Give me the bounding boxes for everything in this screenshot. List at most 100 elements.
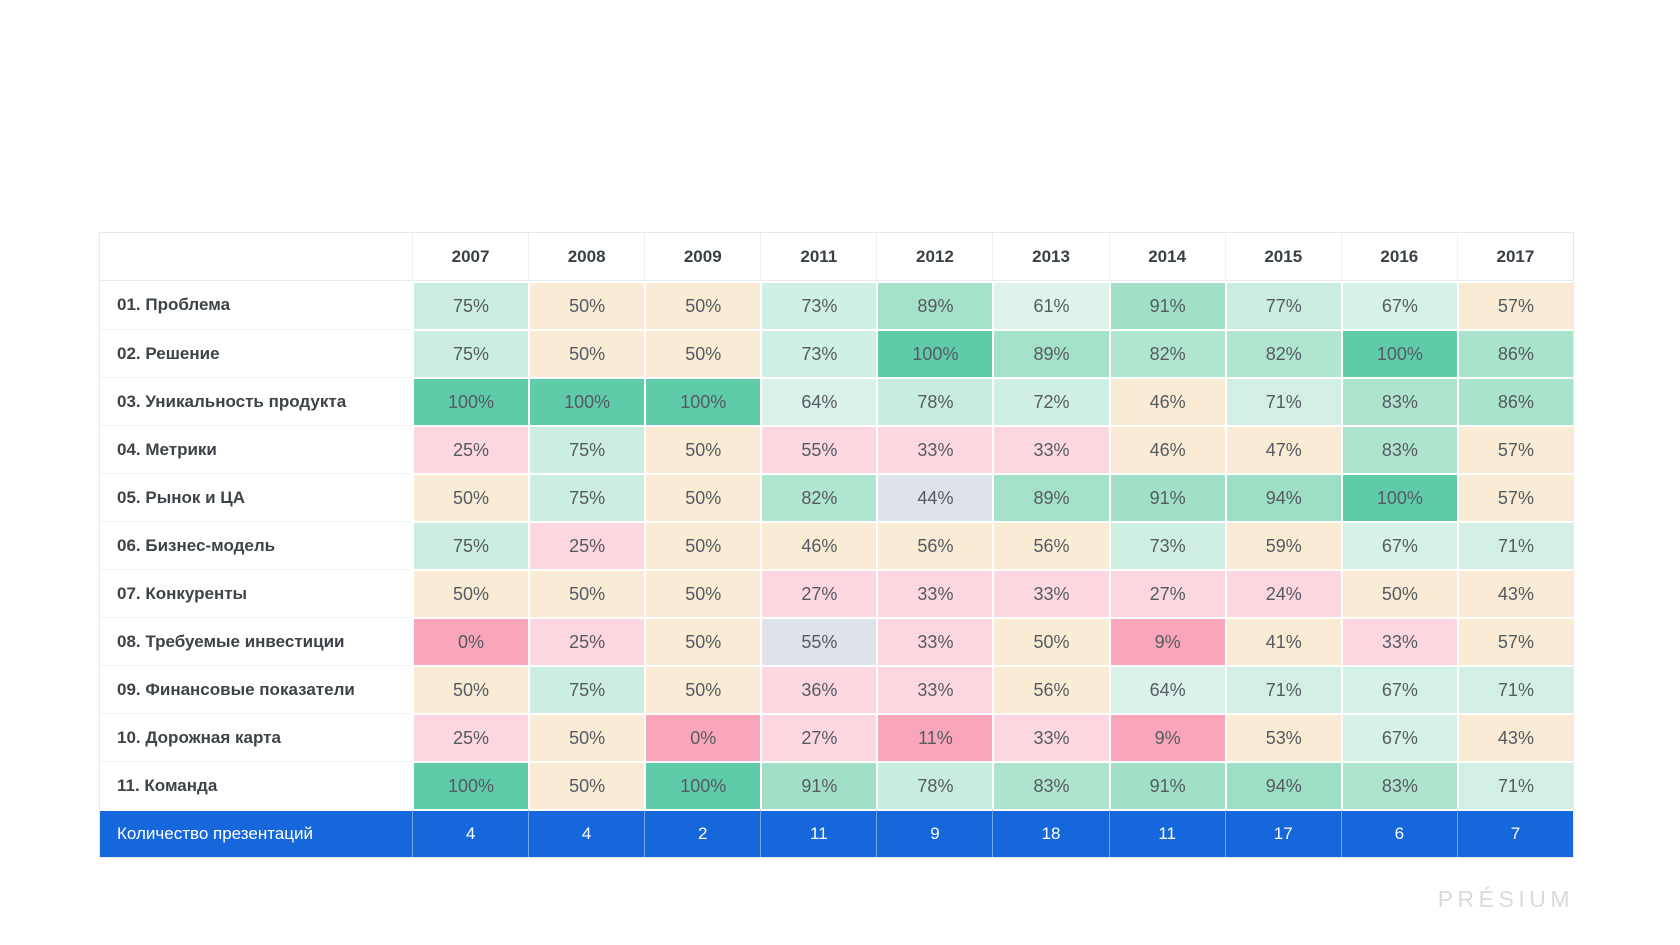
heatmap-cell: 89% — [876, 281, 993, 329]
heatmap-cell: 47% — [1224, 425, 1341, 473]
row-label: 08. Требуемые инвестиции — [100, 617, 412, 665]
heatmap-cell: 24% — [1224, 569, 1341, 617]
heatmap-cell: 82% — [760, 473, 877, 521]
heatmap-cell: 83% — [1340, 425, 1457, 473]
heatmap-cell: 61% — [992, 281, 1109, 329]
heatmap-cell: 59% — [1224, 521, 1341, 569]
heatmap-cell: 41% — [1224, 617, 1341, 665]
heatmap-cell: 33% — [876, 617, 993, 665]
heatmap-cell: 43% — [1456, 713, 1573, 761]
heatmap-cell: 91% — [1108, 473, 1225, 521]
heatmap-cell: 67% — [1340, 281, 1457, 329]
heatmap-cell: 72% — [992, 377, 1109, 425]
heatmap-table: 2007 2008 2009 2011 2012 2013 2014 2015 2016 2017… — [99, 232, 1574, 858]
heatmap-cell: 53% — [1224, 713, 1341, 761]
heatmap-cell: 75% — [528, 473, 645, 521]
heatmap-cell: 33% — [876, 665, 993, 713]
year-header: 2011 — [760, 233, 877, 281]
year-header: 2013 — [992, 233, 1109, 281]
heatmap-cell: 89% — [992, 329, 1109, 377]
heatmap-cell: 50% — [644, 569, 761, 617]
heatmap-cell: 57% — [1456, 617, 1573, 665]
heatmap-cell: 82% — [1108, 329, 1225, 377]
heatmap-cell: 46% — [760, 521, 877, 569]
row-label: 04. Метрики — [100, 425, 412, 473]
row-label: 01. Проблема — [100, 281, 412, 329]
heatmap-cell: 83% — [992, 761, 1109, 809]
heatmap-cell: 46% — [1108, 377, 1225, 425]
heatmap-cell: 100% — [876, 329, 993, 377]
heatmap-cell: 50% — [992, 617, 1109, 665]
heatmap-cell: 75% — [528, 425, 645, 473]
heatmap-cell: 83% — [1340, 761, 1457, 809]
heatmap-cell: 100% — [1340, 329, 1457, 377]
heatmap-cell: 11% — [876, 713, 993, 761]
heatmap-cell: 89% — [992, 473, 1109, 521]
heatmap-cell: 25% — [528, 521, 645, 569]
heatmap-cell: 50% — [644, 617, 761, 665]
heatmap-cell: 25% — [528, 617, 645, 665]
year-header: 2007 — [412, 233, 529, 281]
heatmap-cell: 50% — [644, 281, 761, 329]
heatmap-cell: 25% — [412, 713, 529, 761]
heatmap-cell: 44% — [876, 473, 993, 521]
year-header: 2008 — [528, 233, 645, 281]
footer-count-cell: 18 — [992, 809, 1109, 857]
heatmap-cell: 43% — [1456, 569, 1573, 617]
heatmap-cell: 71% — [1224, 377, 1341, 425]
footer-count-cell: 7 — [1456, 809, 1573, 857]
heatmap-cell: 33% — [992, 569, 1109, 617]
heatmap-cell: 82% — [1224, 329, 1341, 377]
year-header: 2012 — [876, 233, 993, 281]
heatmap-cell: 36% — [760, 665, 877, 713]
footer-label: Количество презентаций — [100, 809, 412, 857]
heatmap-cell: 50% — [528, 281, 645, 329]
row-label: 09. Финансовые показатели — [100, 665, 412, 713]
heatmap-cell: 57% — [1456, 281, 1573, 329]
heatmap-cell: 75% — [412, 521, 529, 569]
heatmap-cell: 50% — [528, 713, 645, 761]
heatmap-cell: 50% — [412, 665, 529, 713]
heatmap-cell: 9% — [1108, 713, 1225, 761]
footer-count-cell: 11 — [1108, 809, 1225, 857]
heatmap-cell: 73% — [760, 329, 877, 377]
heatmap-cell: 71% — [1456, 521, 1573, 569]
presium-logo: PRÉSIUM — [1437, 886, 1574, 912]
row-label: 11. Команда — [100, 761, 412, 809]
heatmap-cell: 0% — [412, 617, 529, 665]
footer-count-cell: 11 — [760, 809, 877, 857]
heatmap-cell: 57% — [1456, 473, 1573, 521]
heatmap-cell: 64% — [1108, 665, 1225, 713]
heatmap-cell: 77% — [1224, 281, 1341, 329]
heatmap-cell: 100% — [1340, 473, 1457, 521]
row-label: 03. Уникальность продукта — [100, 377, 412, 425]
year-header: 2014 — [1108, 233, 1225, 281]
heatmap-cell: 56% — [992, 665, 1109, 713]
heatmap-cell: 50% — [644, 329, 761, 377]
row-label: 05. Рынок и ЦА — [100, 473, 412, 521]
year-header: 2015 — [1224, 233, 1341, 281]
row-label: 06. Бизнес-модель — [100, 521, 412, 569]
heatmap-cell: 86% — [1456, 377, 1573, 425]
heatmap-cell: 91% — [1108, 761, 1225, 809]
footer-count-cell: 4 — [528, 809, 645, 857]
heatmap-cell: 100% — [412, 377, 529, 425]
heatmap-cell: 64% — [760, 377, 877, 425]
row-label: 02. Решение — [100, 329, 412, 377]
year-header: 2016 — [1340, 233, 1457, 281]
year-header: 2017 — [1456, 233, 1573, 281]
heatmap-cell: 33% — [876, 425, 993, 473]
heatmap-cell: 27% — [760, 713, 877, 761]
heatmap-cell: 50% — [644, 473, 761, 521]
heatmap-cell: 83% — [1340, 377, 1457, 425]
footer-count-cell: 17 — [1224, 809, 1341, 857]
heatmap-cell: 9% — [1108, 617, 1225, 665]
heatmap-cell: 33% — [1340, 617, 1457, 665]
heatmap-cell: 100% — [644, 377, 761, 425]
heatmap-cell: 25% — [412, 425, 529, 473]
heatmap-cell: 100% — [412, 761, 529, 809]
corner-cell — [100, 233, 412, 281]
row-label: 10. Дорожная карта — [100, 713, 412, 761]
heatmap-cell: 33% — [992, 425, 1109, 473]
heatmap-cell: 50% — [528, 569, 645, 617]
